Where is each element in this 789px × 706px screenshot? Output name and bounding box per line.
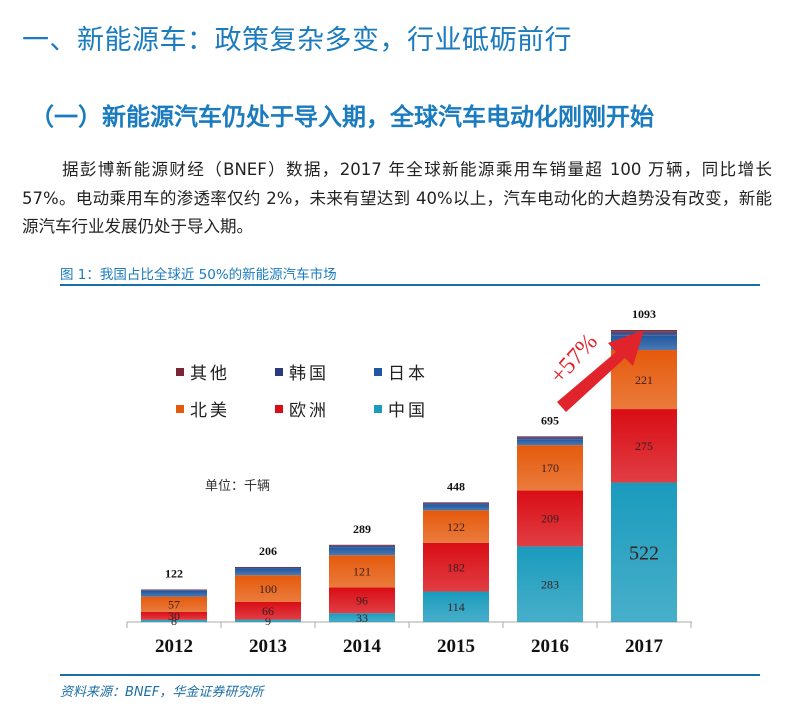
- bar-segment-2016-中国: [517, 546, 583, 622]
- bar-segment-2012-韩国: [141, 589, 207, 591]
- segment-value-label: 33: [356, 611, 368, 625]
- bar-segment-2013-日本: [235, 568, 301, 576]
- x-tick-label: 2017: [625, 636, 664, 657]
- bar-segment-2017-欧洲: [611, 409, 677, 483]
- segment-value-label: 522: [629, 542, 659, 564]
- bar-segment-2014-日本: [329, 547, 395, 556]
- unit-label: 单位：千辆: [205, 478, 270, 493]
- segment-value-label: 221: [635, 373, 653, 387]
- legend-label: 欧洲: [289, 401, 329, 420]
- bar-segment-2016-韩国: [517, 437, 583, 440]
- bar-segment-2013-其他: [235, 566, 301, 568]
- segment-value-label: 114: [447, 600, 465, 614]
- bar-segment-2013-韩国: [235, 567, 301, 569]
- bar-total-label: 289: [353, 522, 371, 536]
- figure-top-rule: [60, 284, 760, 286]
- bar-segment-2012-日本: [141, 590, 207, 597]
- segment-value-label: 96: [356, 594, 368, 608]
- segment-value-label: 30: [168, 609, 180, 623]
- subsection-heading: （一）新能源汽车仍处于导入期，全球汽车电动化刚刚开始: [30, 103, 654, 131]
- legend-label: 韩国: [289, 364, 329, 383]
- bar-segment-2013-欧洲: [235, 601, 301, 620]
- legend-swatch: [374, 368, 382, 376]
- segment-value-label: 57: [168, 597, 180, 611]
- x-tick-label: 2016: [531, 636, 569, 657]
- figure-bottom-rule: [60, 674, 760, 676]
- x-axis-ticks: [126, 622, 692, 628]
- x-tick-label: 2014: [343, 636, 382, 657]
- bar-segment-2015-欧洲: [423, 542, 489, 592]
- segment-value-label: 66: [262, 604, 274, 618]
- legend-label: 其他: [190, 364, 230, 383]
- x-tick-label: 2012: [155, 636, 193, 657]
- legend-label: 中国: [388, 401, 428, 420]
- body-paragraph: 据彭博新能源财经（BNEF）数据，2017 年全球新能源乘用车销量超 100 万…: [22, 160, 772, 236]
- bar-total-label: 1093: [632, 307, 656, 321]
- section-heading: 一、新能源车：政策复杂多变，行业砥砺前行: [22, 25, 572, 56]
- growth-arrow-shape: [557, 330, 644, 412]
- bar-segment-2015-其他: [423, 502, 489, 504]
- bar-segment-2014-中国: [329, 613, 395, 622]
- segment-value-label: 209: [541, 512, 559, 526]
- bar-total-label: 448: [447, 479, 465, 493]
- bar-segment-2012-欧洲: [141, 611, 207, 620]
- bar-segment-2013-北美: [235, 575, 301, 602]
- legend-swatch: [275, 368, 283, 376]
- segment-value-label: 122: [447, 520, 465, 534]
- legend-swatch: [275, 405, 283, 413]
- bar-segment-2015-韩国: [423, 503, 489, 505]
- bar-segment-2016-北美: [517, 445, 583, 491]
- bar-segment-2014-韩国: [329, 545, 395, 548]
- legend-label: 日本: [388, 364, 428, 383]
- segment-value-label: 283: [541, 577, 559, 591]
- segment-value-label: 275: [635, 439, 653, 453]
- x-tick-label: 2015: [437, 636, 475, 657]
- bar-segment-2017-韩国: [611, 332, 677, 336]
- bar-segment-2017-其他: [611, 330, 677, 333]
- bar-segment-2016-其他: [517, 436, 583, 438]
- bar-total-label: 122: [165, 566, 183, 580]
- bar-segment-2015-中国: [423, 591, 489, 622]
- bar-segment-2015-日本: [423, 504, 489, 511]
- segment-value-label: 8: [171, 614, 177, 628]
- bar-segment-2012-其他: [141, 589, 207, 590]
- segment-value-label: 9: [265, 614, 271, 628]
- segment-value-label: 170: [541, 461, 559, 475]
- bar-segment-2012-北美: [141, 596, 207, 612]
- segment-value-label: 121: [353, 565, 371, 579]
- bar-total-label: 206: [259, 544, 277, 558]
- bar-segment-2016-欧洲: [517, 490, 583, 547]
- bar-segment-2012-中国: [141, 619, 207, 622]
- bar-segment-2014-欧洲: [329, 587, 395, 614]
- bar-segment-2013-中国: [235, 619, 301, 622]
- bar-segment-2015-北美: [423, 510, 489, 543]
- source-note: 资料来源：BNEF，华金证券研究所: [60, 685, 264, 700]
- legend-swatch: [176, 405, 184, 413]
- bar-segment-2014-北美: [329, 555, 395, 588]
- bar-segment-2016-日本: [517, 439, 583, 446]
- bar-total-label: 695: [541, 413, 559, 427]
- bar-segment-2017-中国: [611, 482, 677, 622]
- bar-segment-2014-其他: [329, 544, 395, 546]
- segment-value-label: 182: [447, 560, 465, 574]
- x-tick-label: 2013: [249, 636, 287, 657]
- legend-swatch: [176, 368, 184, 376]
- segment-value-label: 100: [259, 582, 277, 596]
- figure-title: 图 1：我国占比全球近 50%的新能源汽车市场: [60, 267, 337, 283]
- legend-swatch: [374, 405, 382, 413]
- legend-label: 北美: [190, 401, 230, 420]
